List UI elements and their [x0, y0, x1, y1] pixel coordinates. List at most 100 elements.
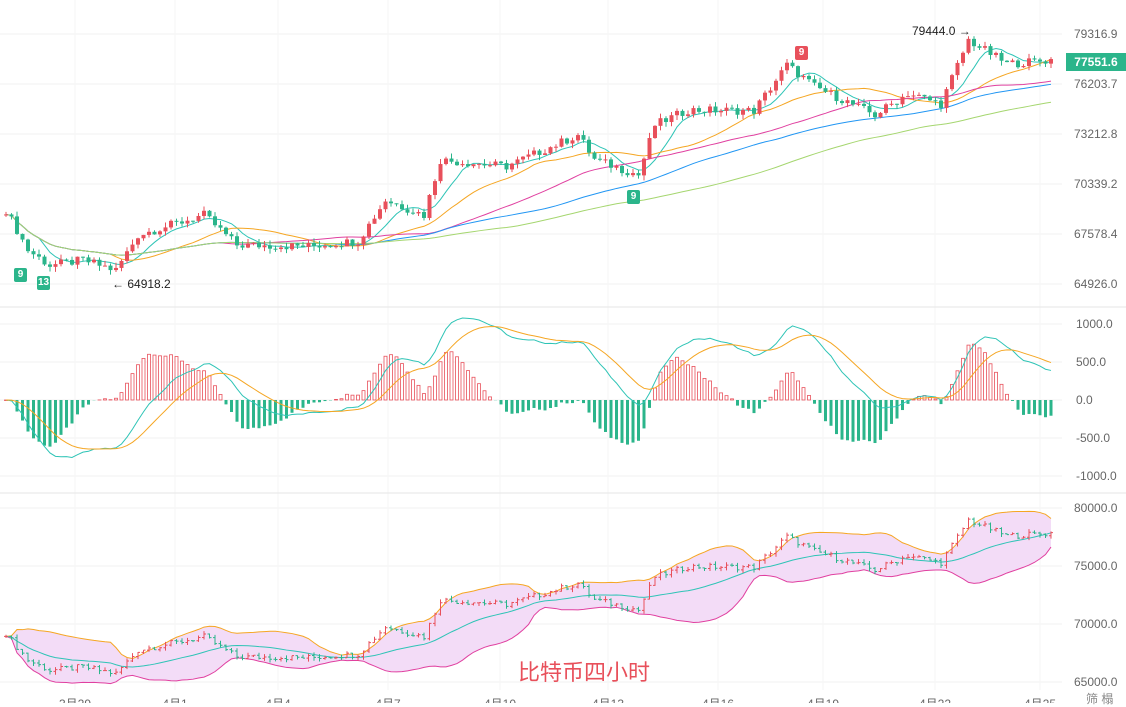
candle-body [631, 173, 635, 175]
candle-body [615, 166, 619, 168]
macd-histogram-bar [302, 400, 305, 408]
candle-body [477, 164, 481, 165]
candle-body [560, 139, 564, 147]
macd-histogram-bar [588, 400, 591, 413]
candle-body [37, 254, 41, 256]
candle-body [747, 108, 751, 110]
candle-body [114, 268, 118, 270]
candle-body [455, 162, 459, 165]
macd-histogram-bar [934, 399, 937, 400]
macd-histogram-bar [500, 400, 503, 404]
macd-histogram-bar [208, 376, 211, 400]
macd-histogram-bar [291, 400, 294, 413]
candle-body [76, 257, 80, 265]
candle-body [257, 243, 261, 248]
candle-body [637, 173, 641, 175]
candle-body [521, 157, 525, 160]
macd-histogram-bar [621, 400, 624, 443]
date-tick-label: 4月1 [162, 697, 188, 703]
macd-histogram-bar [758, 400, 761, 409]
macd-histogram-bar [445, 352, 448, 400]
macd-histogram-bar [1028, 400, 1031, 414]
macd-histogram-bar [604, 400, 607, 432]
candle-body [395, 203, 399, 204]
price-tick-label: 79316.9 [1074, 27, 1118, 41]
macd-histogram-bar [258, 400, 261, 428]
date-tick-label: 4月19 [807, 697, 839, 703]
candle-body [538, 151, 542, 155]
candle-body [499, 162, 503, 163]
candle-body [444, 159, 448, 164]
macd-histogram-bar [335, 399, 338, 400]
macd-histogram-bar [626, 400, 629, 445]
ohlc-bar [791, 533, 795, 538]
macd-histogram-bar [582, 400, 585, 403]
candle-body [824, 88, 828, 92]
candle-body [818, 83, 822, 88]
macd-histogram-bar [351, 395, 354, 400]
candle-body [862, 104, 866, 106]
macd-histogram-bar [115, 398, 118, 400]
macd-histogram-bar [841, 400, 844, 440]
candle-body [1005, 61, 1009, 62]
candle-body [378, 209, 382, 218]
corner-text: 筛 榻 [1086, 690, 1113, 707]
high-annotation: 79444.0 → [912, 24, 971, 38]
macd-histogram-bar [164, 356, 167, 400]
ma20-line [6, 59, 1051, 260]
macd-histogram-bar [362, 391, 365, 400]
td-marker-green: 9 [14, 268, 27, 282]
macd-histogram-bar [76, 400, 79, 414]
candle-body [10, 214, 14, 216]
candle-body [472, 164, 476, 166]
macd-histogram-bar [104, 399, 107, 400]
boll-tick-label: 75000.0 [1074, 559, 1118, 573]
macd-histogram-bar [890, 400, 893, 424]
macd-histogram-bar [852, 400, 855, 442]
candle-body [301, 246, 305, 247]
macd-histogram-bar [703, 378, 706, 400]
macd-histogram-bar [148, 354, 151, 400]
candle-body [329, 246, 333, 247]
candle-body [411, 213, 415, 214]
candle-body [175, 221, 179, 222]
macd-histogram-bar [593, 400, 596, 422]
candle-body [1022, 66, 1026, 67]
macd-histogram-bar [340, 399, 343, 400]
candle-body [565, 139, 569, 144]
candle-body [763, 93, 767, 101]
macd-histogram-bar [742, 400, 745, 408]
macd-histogram-bar [670, 361, 673, 400]
macd-histogram-bar [995, 372, 998, 400]
candle-body [923, 95, 927, 97]
macd-histogram-bar [681, 361, 684, 400]
candle-body [582, 135, 586, 140]
macd-histogram-bar [511, 400, 514, 414]
macd-histogram-bar [516, 400, 519, 413]
macd-histogram-bar [324, 400, 327, 401]
macd-histogram-bar [643, 400, 646, 428]
macd-histogram-bar [450, 352, 453, 400]
candle-body [785, 63, 789, 71]
macd-histogram-bar [456, 357, 459, 400]
boll-tick-label: 65000.0 [1074, 675, 1118, 689]
macd-histogram-bar [571, 400, 574, 403]
td-marker-green: 9 [627, 190, 640, 204]
candle-body [549, 147, 553, 153]
candle-body [664, 118, 668, 122]
date-tick-label: 4月4 [265, 697, 291, 703]
macd-histogram-bar [417, 385, 420, 400]
macd-histogram-bar [263, 400, 266, 426]
macd-histogram-bar [533, 400, 536, 408]
candle-body [928, 96, 932, 100]
candle-body [912, 96, 916, 97]
candle-body [989, 46, 993, 55]
candle-body [433, 181, 437, 195]
candle-body [967, 39, 971, 53]
candle-body [890, 104, 894, 105]
macd-histogram-bar [230, 400, 233, 412]
macd-histogram-bar [538, 400, 541, 410]
candle-body [417, 212, 421, 213]
candle-body [554, 147, 558, 148]
